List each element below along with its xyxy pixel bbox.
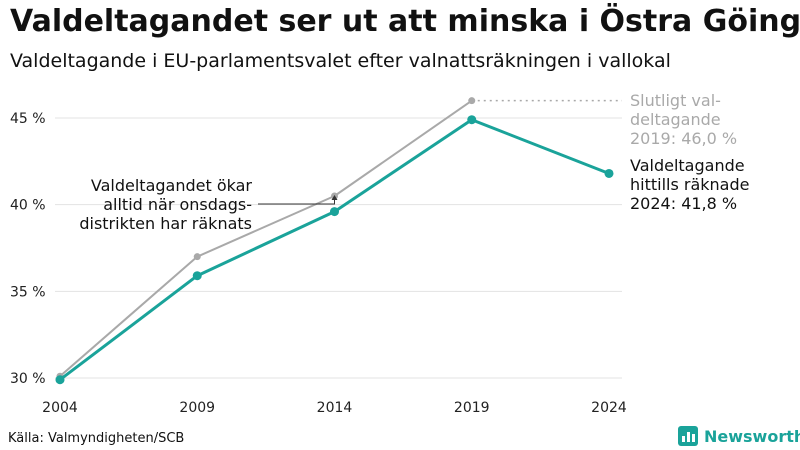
y-tick-label: 30 % <box>10 371 46 387</box>
current-value-label: 2024: 41,8 % <box>630 194 737 213</box>
series-line-current <box>59 118 610 381</box>
y-tick-label: 40 % <box>10 198 46 214</box>
x-axis: 2004 2009 2014 2019 2024 <box>42 400 627 416</box>
y-axis: 30 % 35 % 40 % 45 % <box>10 111 46 387</box>
x-tick-label: 2009 <box>179 400 215 416</box>
source-note: Källa: Valmyndigheten/SCB <box>8 431 185 446</box>
brand-logo: Newsworthy <box>678 425 800 447</box>
data-point-final <box>193 253 201 261</box>
brand-name: Newsworthy <box>704 426 800 446</box>
x-tick-label: 2019 <box>454 400 490 416</box>
current-value-label: Valdeltagande <box>630 156 745 175</box>
data-point-current <box>55 375 65 385</box>
note-label: Valdeltagandet ökar <box>91 176 253 195</box>
note-label: alltid när onsdags- <box>103 195 252 214</box>
gridlines <box>55 117 622 379</box>
data-point-current <box>192 271 202 281</box>
chart-subtitle: Valdeltagande i EU-parlamentsvalet efter… <box>10 50 671 72</box>
chart-title: Valdeltagandet ser ut att minska i Östra… <box>10 4 800 39</box>
note-arrow-head <box>331 195 338 200</box>
x-tick-label: 2004 <box>42 400 78 416</box>
x-tick-label: 2024 <box>591 400 627 416</box>
final-value-label: 2019: 46,0 % <box>630 129 737 148</box>
data-point-current <box>604 168 614 178</box>
current-value-label: hittills räknade <box>630 175 749 194</box>
y-tick-label: 35 % <box>10 284 46 300</box>
data-point-current <box>330 207 339 217</box>
data-point-current <box>467 115 477 125</box>
note-label: distrikten har räknats <box>79 214 252 233</box>
series-line-final <box>59 99 473 378</box>
y-tick-label: 45 % <box>10 111 46 127</box>
series-layer <box>55 97 614 385</box>
final-value-label: Slutligt val- <box>630 91 721 110</box>
x-tick-label: 2014 <box>317 400 353 416</box>
newsworthy-logo-icon <box>678 426 698 446</box>
final-value-label: deltagande <box>630 110 721 129</box>
data-point-final <box>468 97 476 105</box>
